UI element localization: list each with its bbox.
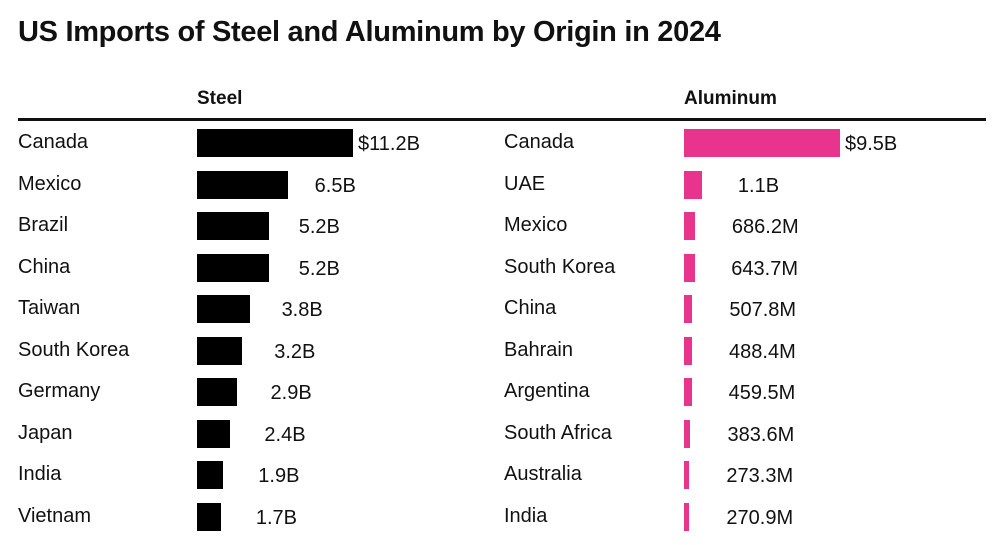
- steel-row: Brazil 5.2B: [0, 211, 490, 253]
- aluminum-value-label: 488.4M: [729, 340, 796, 363]
- aluminum-row: Canada $9.5B: [486, 128, 1000, 170]
- steel-row: China 5.2B: [0, 253, 490, 295]
- steel-category-label: China: [18, 255, 71, 278]
- steel-bar-chart: Canada $11.2B Mexico 6.5B Brazil 5.2B China 5.2…: [0, 128, 490, 543]
- aluminum-row: Argentina 459.5M: [486, 377, 1000, 419]
- aluminum-row: Australia 273.3M: [486, 460, 1000, 502]
- aluminum-bar: [684, 295, 693, 323]
- aluminum-category-label: Bahrain: [504, 338, 573, 361]
- aluminum-row: Bahrain 488.4M: [486, 336, 1000, 378]
- steel-value-label: 1.9B: [258, 465, 300, 487]
- aluminum-bar: [684, 212, 696, 240]
- steel-value-label: 5.2B: [298, 257, 340, 280]
- steel-panel-title: Steel: [197, 88, 243, 109]
- aluminum-bar: [684, 170, 703, 199]
- steel-bar: [197, 253, 270, 282]
- steel-value-label: 2.4B: [264, 423, 306, 446]
- steel-value-label: 1.7B: [255, 506, 297, 529]
- steel-category-label: Germany: [18, 380, 101, 402]
- steel-category-label: Canada: [18, 131, 89, 153]
- steel-category-label: Mexico: [18, 172, 82, 195]
- aluminum-value-label: 270.9M: [726, 506, 794, 529]
- steel-value-label: 3.2B: [274, 340, 316, 363]
- aluminum-category-label: South Africa: [504, 421, 612, 444]
- steel-bar: [197, 295, 250, 323]
- steel-category-label: South Korea: [18, 338, 130, 361]
- steel-row: Japan 2.4B: [0, 419, 490, 461]
- chart-title: US Imports of Steel and Aluminum by Orig…: [18, 16, 721, 48]
- aluminum-category-label: China: [504, 297, 557, 319]
- steel-row: Canada $11.2B: [0, 128, 490, 170]
- aluminum-row: UAE 1.1B: [486, 170, 1000, 212]
- steel-category-label: India: [18, 463, 62, 485]
- steel-category-label: Vietnam: [18, 504, 92, 527]
- steel-bar: [197, 170, 288, 199]
- steel-bar: [197, 419, 231, 448]
- steel-bar: [197, 502, 221, 531]
- aluminum-panel-title: Aluminum: [684, 88, 777, 109]
- aluminum-category-label: South Korea: [504, 255, 616, 278]
- steel-bar: [197, 378, 238, 406]
- aluminum-value-label: 507.8M: [729, 299, 797, 321]
- aluminum-value-label: $9.5B: [845, 133, 898, 155]
- aluminum-row: South Africa 383.6M: [486, 419, 1000, 461]
- aluminum-row: India 270.9M: [486, 502, 1000, 544]
- aluminum-bar: [684, 378, 692, 406]
- aluminum-value-label: 459.5M: [728, 382, 796, 404]
- steel-bar: [197, 336, 242, 365]
- aluminum-row: Mexico 686.2M: [486, 211, 1000, 253]
- steel-row: Taiwan 3.8B: [0, 294, 490, 336]
- aluminum-bar: [684, 419, 691, 448]
- steel-value-label: 2.9B: [270, 382, 312, 404]
- aluminum-category-label: UAE: [504, 172, 546, 195]
- aluminum-value-label: 686.2M: [731, 216, 799, 238]
- steel-category-label: Japan: [18, 421, 73, 444]
- steel-row: Germany 2.9B: [0, 377, 490, 419]
- aluminum-category-label: Mexico: [504, 214, 568, 236]
- aluminum-category-label: India: [504, 504, 548, 527]
- aluminum-category-label: Argentina: [504, 380, 590, 402]
- aluminum-value-label: 643.7M: [731, 257, 799, 280]
- aluminum-value-label: 273.3M: [726, 465, 794, 487]
- steel-row: India 1.9B: [0, 460, 490, 502]
- aluminum-bar: [684, 461, 689, 489]
- steel-bar: [197, 461, 224, 489]
- aluminum-value-label: 1.1B: [737, 174, 780, 197]
- aluminum-value-label: 383.6M: [727, 423, 795, 446]
- aluminum-category-label: Australia: [504, 463, 582, 485]
- aluminum-bar-chart: Canada $9.5B UAE 1.1B Mexico 686.2M South Kore…: [486, 128, 1000, 543]
- steel-row: South Korea 3.2B: [0, 336, 490, 378]
- steel-category-label: Brazil: [18, 214, 69, 236]
- steel-row: Vietnam 1.7B: [0, 502, 490, 544]
- steel-bar: [197, 212, 270, 240]
- steel-value-label: 5.2B: [298, 216, 340, 238]
- aluminum-row: South Korea 643.7M: [486, 253, 1000, 295]
- aluminum-bar: [684, 253, 695, 282]
- aluminum-row: China 507.8M: [486, 294, 1000, 336]
- steel-category-label: Taiwan: [18, 297, 81, 319]
- steel-bar: [197, 129, 353, 157]
- aluminum-bar: [684, 502, 689, 531]
- aluminum-category-label: Canada: [504, 131, 575, 153]
- steel-value-label: $11.2B: [358, 133, 420, 155]
- aluminum-bar: [684, 336, 693, 365]
- steel-value-label: 6.5B: [314, 174, 356, 197]
- steel-value-label: 3.8B: [281, 299, 323, 321]
- header-divider: [18, 118, 986, 121]
- aluminum-bar: [684, 129, 840, 157]
- steel-row: Mexico 6.5B: [0, 170, 490, 212]
